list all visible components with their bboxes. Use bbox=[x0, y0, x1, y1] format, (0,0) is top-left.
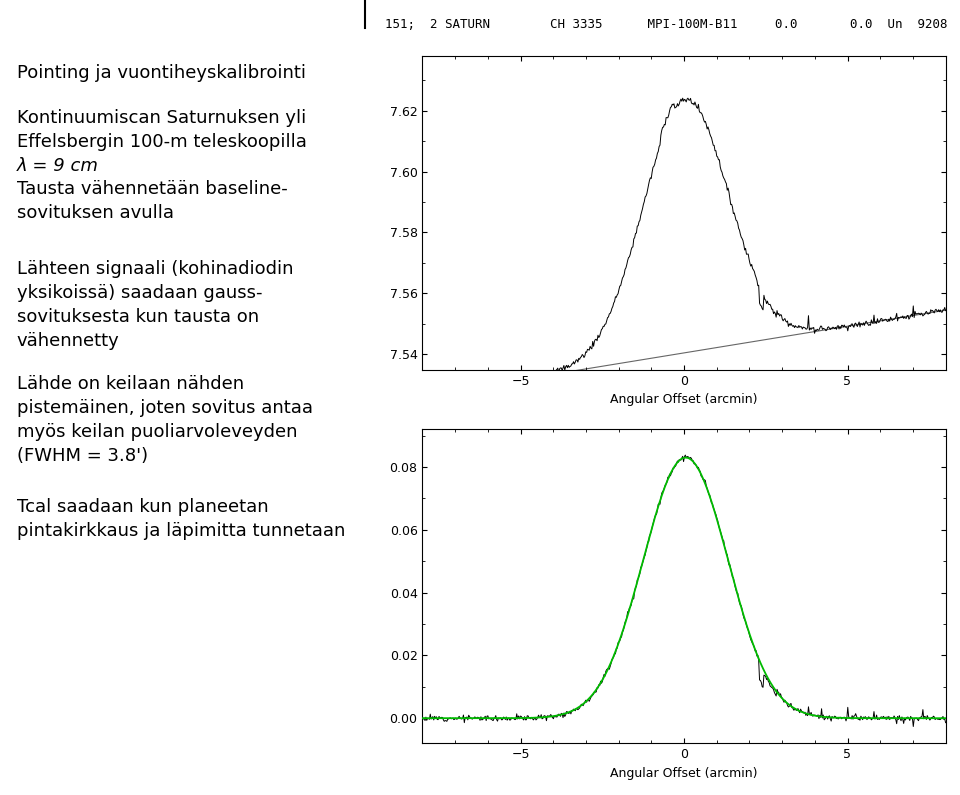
Text: 151;  2 SATURN        CH 3335      MPI-100M-B11     0.0       0.0  Un  9208: 151; 2 SATURN CH 3335 MPI-100M-B11 0.0 0… bbox=[385, 17, 948, 30]
Text: Effelsbergin 100-m teleskoopilla: Effelsbergin 100-m teleskoopilla bbox=[16, 133, 306, 151]
Text: Tcal saadaan kun planeetan: Tcal saadaan kun planeetan bbox=[16, 498, 269, 517]
X-axis label: Angular Offset (arcmin): Angular Offset (arcmin) bbox=[611, 766, 757, 780]
Text: pistemäinen, joten sovitus antaa: pistemäinen, joten sovitus antaa bbox=[16, 399, 313, 417]
Text: yksikoissä) saadaan gauss-: yksikoissä) saadaan gauss- bbox=[16, 284, 262, 302]
Text: Kontinuumiscan Saturnuksen yli: Kontinuumiscan Saturnuksen yli bbox=[16, 109, 306, 127]
Text: Pointing ja vuontiheyskalibrointi: Pointing ja vuontiheyskalibrointi bbox=[16, 64, 306, 82]
Text: (FWHM = 3.8'): (FWHM = 3.8') bbox=[16, 447, 148, 465]
Text: λ = 9 cm: λ = 9 cm bbox=[16, 157, 99, 175]
Text: myös keilan puoliarvoleveyden: myös keilan puoliarvoleveyden bbox=[16, 423, 298, 441]
Text: sovituksen avulla: sovituksen avulla bbox=[16, 204, 174, 223]
Text: Tausta vähennetään baseline-: Tausta vähennetään baseline- bbox=[16, 180, 287, 199]
Text: Lähteen signaali (kohinadiodin: Lähteen signaali (kohinadiodin bbox=[16, 260, 293, 278]
Text: sovituksesta kun tausta on: sovituksesta kun tausta on bbox=[16, 308, 259, 326]
Text: Lähde on keilaan nähden: Lähde on keilaan nähden bbox=[16, 375, 244, 394]
Text: pintakirkkaus ja läpimitta tunnetaan: pintakirkkaus ja läpimitta tunnetaan bbox=[16, 522, 346, 541]
Text: vähennetty: vähennetty bbox=[16, 332, 119, 350]
X-axis label: Angular Offset (arcmin): Angular Offset (arcmin) bbox=[611, 393, 757, 406]
